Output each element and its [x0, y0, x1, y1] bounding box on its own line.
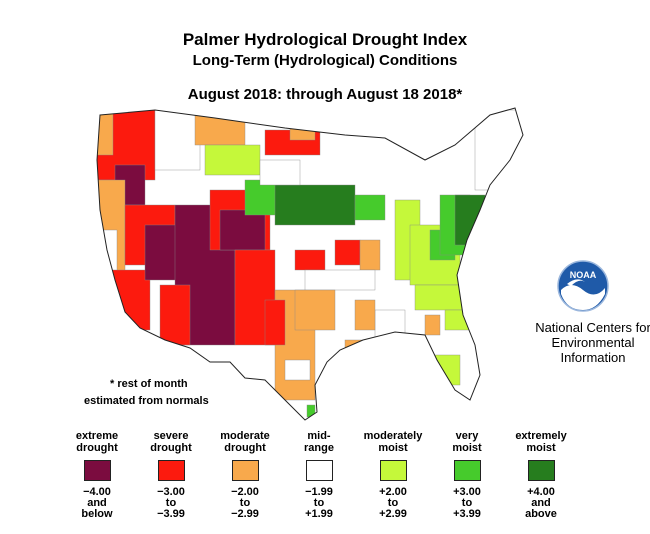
map-period: August 2018: through August 18 2018*: [187, 86, 463, 103]
legend-range: to: [461, 497, 473, 509]
legend-swatch: [379, 460, 407, 481]
map-subtitle: Long-Term (Hydrological) Conditions: [192, 52, 458, 69]
legend-range: −2.00: [231, 486, 259, 498]
us-drought-map: [96, 107, 524, 421]
legend-item-moderate-drought: moderate drought −2.00 to −2.99: [208, 430, 282, 520]
legend-label: drought: [150, 442, 192, 454]
agency-line1: National Centers for: [535, 320, 650, 335]
legend-range: to: [239, 497, 251, 509]
legend-swatch: [83, 460, 111, 481]
estimate-note-line1: * rest of month: [110, 378, 188, 390]
legend-label: range: [304, 442, 334, 454]
legend-label: extremely: [515, 430, 567, 442]
legend-label: moderate: [220, 430, 270, 442]
legend-item-extreme-drought: extreme drought −4.00 and below: [60, 430, 134, 520]
legend-range: to: [387, 497, 399, 509]
legend-label: moist: [526, 442, 556, 454]
legend-label: moist: [452, 442, 482, 454]
noaa-logo-text: NOAA: [570, 270, 597, 280]
legend-swatch: [453, 460, 481, 481]
legend-range: below: [81, 508, 113, 520]
legend-range: +4.00: [527, 486, 555, 498]
legend-range: −3.00: [157, 486, 185, 498]
legend-swatch: [305, 460, 333, 481]
legend-label: drought: [224, 442, 266, 454]
legend-swatch: [527, 460, 555, 481]
legend-label: mid-: [307, 430, 331, 442]
legend-range: to: [165, 497, 177, 509]
legend-range: −2.99: [231, 508, 259, 520]
legend-item-moderately-moist: moderately moist +2.00 to +2.99: [356, 430, 430, 520]
legend-range: +3.99: [453, 508, 481, 520]
legend-label: drought: [76, 442, 118, 454]
legend-range: −4.00: [83, 486, 111, 498]
legend-label: moderately: [363, 430, 423, 442]
legend-item-mid-range: mid-range −1.99 to +1.99: [282, 430, 356, 520]
legend-swatch: [157, 460, 185, 481]
legend-range: +2.00: [379, 486, 407, 498]
legend-item-very-moist: very moist +3.00 to +3.99: [430, 430, 504, 520]
legend-range: +2.99: [379, 508, 407, 520]
legend-range: and: [531, 497, 551, 509]
agency-name: National Centers for Environmental Infor…: [528, 320, 650, 365]
agency-line3: Information: [560, 350, 626, 365]
legend-label: very: [455, 430, 479, 442]
estimate-note-line2: estimated from normals: [84, 395, 209, 407]
legend-range: and: [87, 497, 107, 509]
agency-line2: Environmental: [551, 335, 635, 350]
map-title: Palmer Hydrological Drought Index: [182, 30, 468, 49]
legend-item-severe-drought: severe drought −3.00 to −3.99: [134, 430, 208, 520]
legend-item-extremely-moist: extremely moist +4.00 and above: [504, 430, 578, 520]
legend-label: moist: [378, 442, 408, 454]
legend-range: +3.00: [453, 486, 481, 498]
legend-range: to: [313, 497, 325, 509]
legend-swatch: [231, 460, 259, 481]
legend-label: extreme: [75, 430, 119, 442]
legend-range: +1.99: [305, 508, 333, 520]
legend-range: −3.99: [157, 508, 185, 520]
legend-label: severe: [153, 430, 189, 442]
legend-range: above: [525, 508, 557, 520]
legend-range: −1.99: [305, 486, 333, 498]
noaa-logo: NOAA: [557, 260, 609, 312]
